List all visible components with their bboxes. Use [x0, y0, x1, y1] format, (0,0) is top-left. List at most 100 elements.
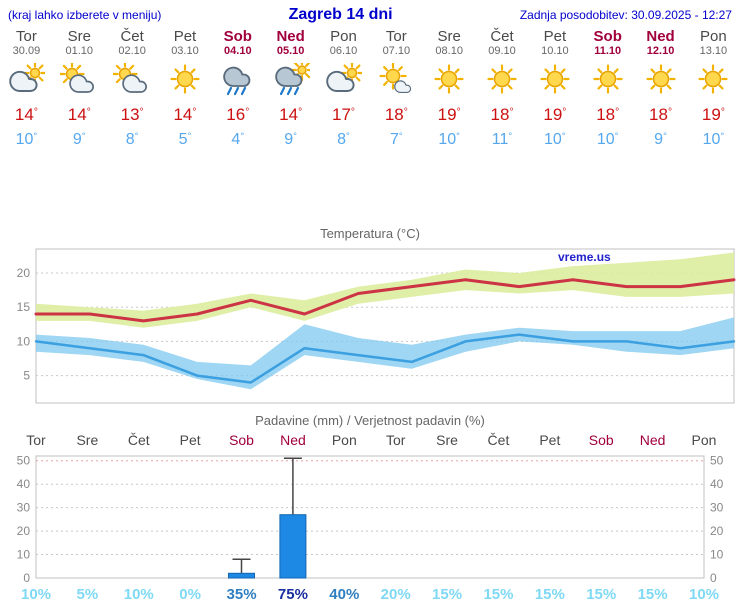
y-axis-label-left: 40 — [17, 477, 31, 491]
precip-probability: 10% — [20, 586, 52, 603]
mostly-sunny-icon — [370, 60, 423, 100]
day-name: Ned — [276, 28, 305, 45]
day-column: Pet 10.10 19° 10° — [528, 28, 581, 150]
precip-day-label: Čet — [127, 432, 150, 448]
temp-high: 18° — [490, 105, 514, 124]
temp-chart-title: Temperatura (°C) — [320, 226, 420, 241]
sunny-icon — [476, 60, 529, 100]
day-date: 12.10 — [646, 45, 675, 57]
day-column: Ned 12.10 18° 9° — [634, 28, 687, 150]
temperature-chart: 5 10 15 20 vreme.us — [0, 243, 740, 411]
day-date: 06.10 — [329, 45, 358, 57]
forecast-days-row: Tor 30.09 14° 10° Sre 01.10 14° 9° Čet 02.10 13° 8°… — [0, 28, 740, 150]
y-axis-label-left: 30 — [17, 501, 31, 515]
precip-day-label: Tor — [385, 432, 406, 448]
temp-low: 10° — [544, 131, 566, 148]
temp-low: 11° — [491, 131, 513, 148]
temp-low: 10° — [596, 131, 619, 148]
day-date: 07.10 — [382, 45, 411, 57]
temp-low: 8° — [337, 131, 350, 148]
partly-cloudy-icon — [53, 60, 106, 100]
day-column: Pon 06.10 17° 8° — [317, 28, 370, 150]
menu-hint: (kraj lahko izberete v meniju) — [8, 8, 162, 22]
precip-day-label: Sre — [76, 432, 99, 448]
precip-probability: 0% — [179, 586, 201, 603]
day-column: Sob 04.10 16° 4° — [211, 28, 264, 150]
header: (kraj lahko izberete v meniju) Zagreb 14… — [0, 0, 740, 24]
rain-showers-icon — [264, 60, 317, 100]
y-axis-label-right: 10 — [710, 548, 724, 562]
sunny-icon — [159, 60, 212, 100]
day-column: Pon 13.10 19° 10° — [687, 28, 740, 150]
day-name: Pet — [173, 28, 197, 45]
precip-probability: 15% — [637, 586, 668, 603]
y-axis-label-right: 50 — [710, 454, 724, 468]
temp-high: 18° — [384, 105, 408, 124]
day-column: Sre 01.10 14° 9° — [53, 28, 106, 150]
last-updated: Zadnja posodobitev: 30.09.2025 - 12:27 — [519, 8, 732, 22]
precip-day-label: Tor — [26, 432, 46, 448]
cloudy-icon — [0, 60, 53, 100]
day-column: Tor 30.09 14° 10° — [0, 28, 53, 150]
partly-cloudy-icon — [106, 60, 159, 100]
temp-min-line — [34, 333, 736, 384]
day-date: 11.10 — [594, 45, 622, 57]
temp-low: 10° — [438, 131, 460, 148]
temp-low: 9° — [284, 131, 298, 148]
y-axis-label: 20 — [17, 266, 31, 280]
precip-probability: 75% — [277, 586, 308, 603]
precip-probability: 5% — [76, 586, 99, 603]
precip-probability: 10% — [123, 586, 154, 603]
day-name: Tor — [385, 28, 407, 45]
temp-high: 14° — [173, 105, 197, 124]
precip-probability: 35% — [226, 586, 257, 603]
precip-probability-row: 10% 5% 10% 0% 35% 75% 40% 20% 15% 15% 15% 15% 15% 10% — [0, 586, 740, 604]
day-name: Sob — [223, 28, 252, 45]
precip-day-label: Sob — [588, 432, 614, 448]
page-title: Zagreb 14 dni — [288, 6, 393, 23]
day-date: 10.10 — [541, 45, 569, 57]
precip-bar — [228, 572, 255, 579]
precip-probability: 15% — [534, 586, 565, 603]
temp-high: 18° — [596, 105, 620, 124]
precip-probability: 40% — [329, 586, 360, 603]
temp-low: 9° — [72, 131, 86, 148]
y-axis-label-left: 10 — [17, 548, 31, 562]
temp-high: 14° — [14, 105, 38, 124]
temp-low: 5° — [178, 131, 192, 148]
watermark[interactable]: vreme.us — [558, 250, 611, 264]
y-axis-label-right: 0 — [710, 571, 717, 584]
day-name: Sre — [437, 28, 461, 45]
cloudy-icon — [317, 60, 370, 100]
precip-probability: 20% — [380, 586, 411, 603]
day-column: Sob 11.10 18° 10° — [581, 28, 634, 150]
day-date: 08.10 — [435, 45, 463, 57]
precip-day-label: Pon — [691, 432, 717, 448]
day-name: Pon — [700, 28, 727, 45]
precip-day-label: Pet — [179, 432, 201, 448]
precip-probability: 15% — [586, 586, 617, 603]
sunny-icon — [581, 60, 634, 100]
day-name: Pet — [543, 28, 567, 45]
temp-high: 19° — [437, 105, 461, 124]
temp-high: 14° — [279, 105, 303, 124]
precip-chart-title: Padavine (mm) / Verjetnost padavin (%) — [255, 413, 485, 428]
day-date: 01.10 — [65, 45, 94, 57]
y-axis-label: 5 — [23, 369, 30, 383]
temp-low: 10° — [702, 131, 725, 148]
temp-low: 8° — [125, 131, 139, 148]
day-column: Čet 09.10 18° 11° — [476, 28, 529, 150]
day-name: Pon — [330, 28, 357, 45]
plot-frame — [35, 455, 705, 579]
sunny-icon — [634, 60, 687, 100]
precip-day-label: Sob — [229, 432, 254, 448]
precip-day-label: Ned — [280, 432, 306, 448]
y-axis-label-right: 40 — [710, 477, 724, 491]
temp-low: 10° — [15, 131, 38, 148]
day-date: 03.10 — [171, 45, 199, 57]
y-axis-label-right: 20 — [710, 524, 724, 538]
day-date: 13.10 — [699, 45, 728, 57]
day-name: Tor — [16, 28, 37, 45]
precipitation-chart: 0 0 10 10 20 20 30 30 40 40 50 50 — [0, 450, 740, 584]
day-column: Sre 08.10 19° 10° — [423, 28, 476, 150]
